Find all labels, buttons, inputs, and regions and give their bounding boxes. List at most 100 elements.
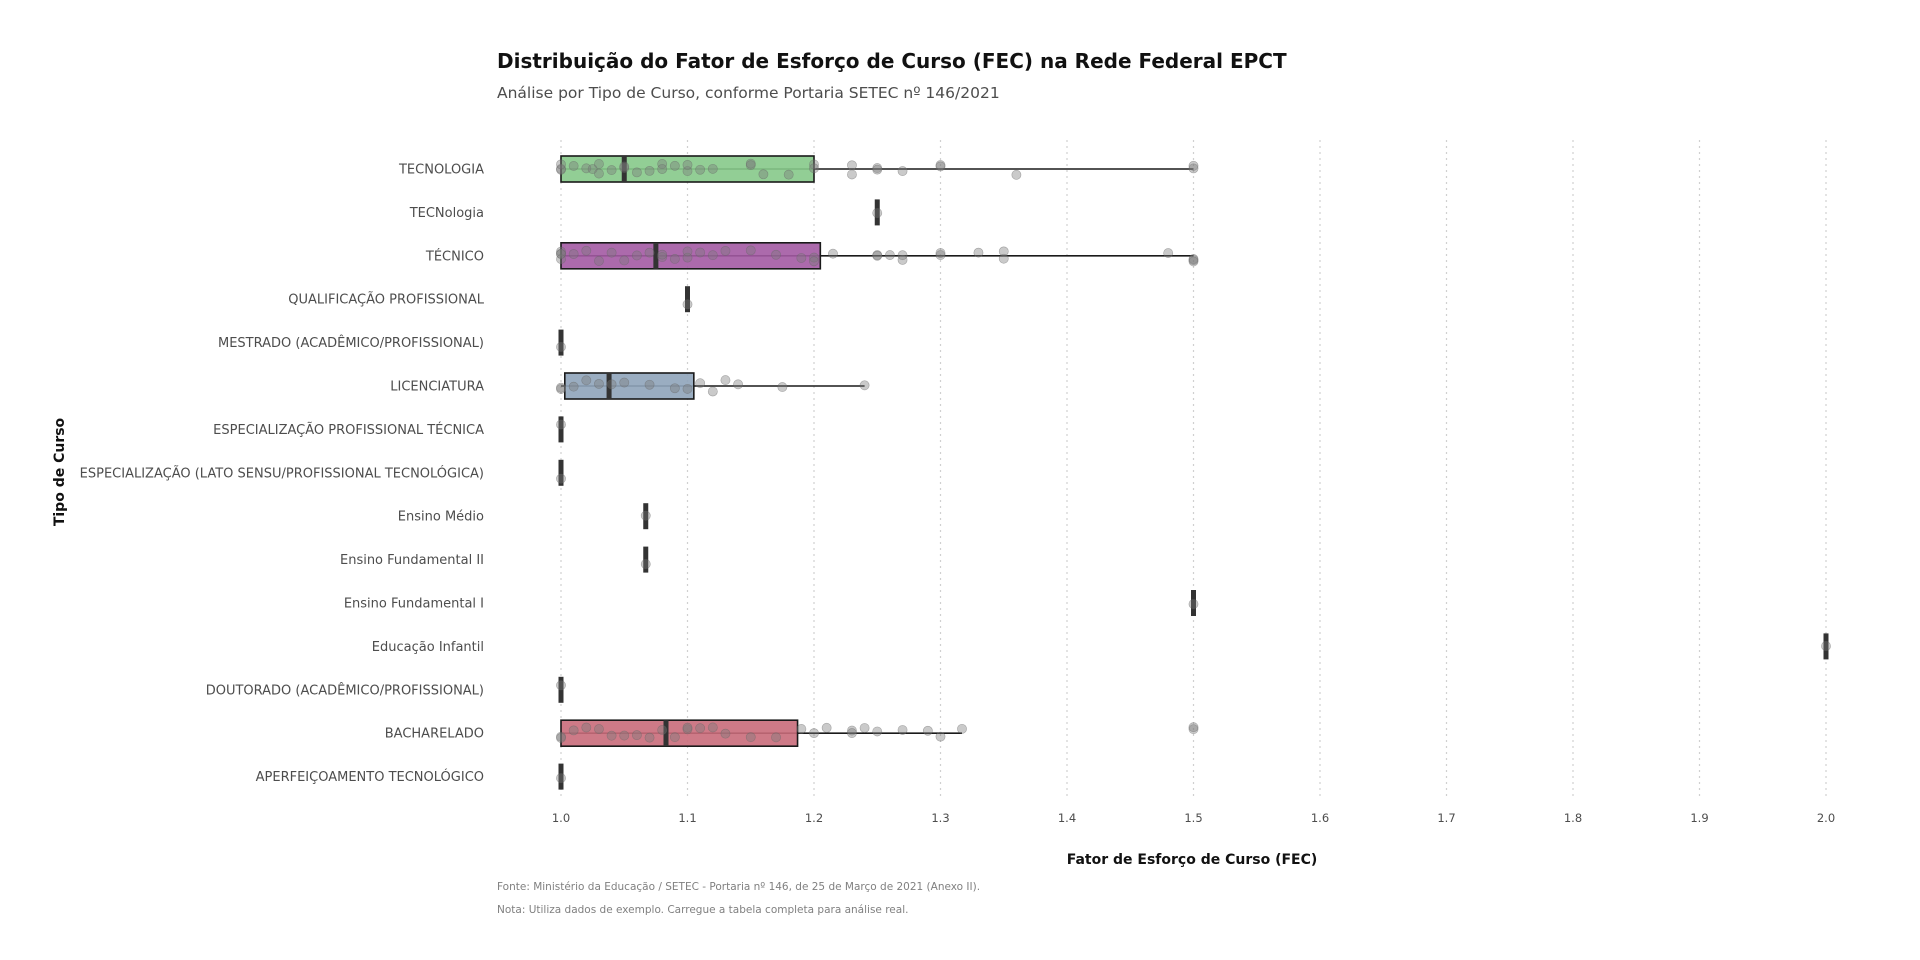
data-point xyxy=(556,159,566,170)
data-point xyxy=(682,246,693,257)
data-point xyxy=(568,161,579,171)
data-point xyxy=(720,728,731,739)
median-marker xyxy=(685,286,690,313)
data-point xyxy=(1188,256,1199,267)
vertical-gridlines xyxy=(560,140,1827,800)
data-point xyxy=(594,159,604,169)
data-point xyxy=(640,559,651,569)
data-point xyxy=(657,725,668,735)
x-tick-label: 1.5 xyxy=(1184,811,1202,825)
category-label: ESPECIALIZAÇÃO PROFISSIONAL TÉCNICA xyxy=(213,422,484,438)
box-educa-o-infantil xyxy=(1823,633,1829,660)
data-point xyxy=(695,378,706,389)
data-point xyxy=(695,247,706,258)
median-marker xyxy=(1823,633,1829,660)
jittered-points xyxy=(556,158,1831,783)
category-label: Ensino Fundamental II xyxy=(340,553,484,568)
median-marker xyxy=(643,503,649,530)
category-label: QUALIFICAÇÃO PROFISSIONAL xyxy=(288,292,484,308)
data-point xyxy=(669,160,680,171)
data-point xyxy=(669,732,680,743)
category-label: TECNologia xyxy=(409,206,484,221)
data-point xyxy=(568,249,579,259)
data-point xyxy=(1188,722,1199,733)
data-point xyxy=(556,342,566,352)
data-point xyxy=(619,255,630,266)
data-point xyxy=(594,724,604,734)
data-point xyxy=(644,379,655,390)
data-point xyxy=(1821,641,1831,651)
data-point xyxy=(644,165,655,176)
caption-source: Fonte: Ministério da Educação / SETEC - … xyxy=(497,881,980,893)
median-marker xyxy=(1191,590,1196,616)
box-ensino-fundamental-i xyxy=(1191,590,1196,616)
category-label: Ensino Médio xyxy=(398,510,484,525)
data-point xyxy=(606,730,617,741)
data-point xyxy=(556,249,566,259)
data-point xyxy=(657,159,668,169)
data-point xyxy=(632,730,642,741)
data-point xyxy=(707,250,718,261)
data-point xyxy=(657,252,668,262)
data-point xyxy=(695,723,706,734)
data-point xyxy=(821,722,832,733)
data-point xyxy=(632,167,642,178)
data-point xyxy=(796,724,807,734)
data-point xyxy=(872,726,883,737)
data-point xyxy=(606,379,617,390)
x-tick-label: 1.7 xyxy=(1437,811,1455,825)
data-point xyxy=(957,723,967,734)
box-licenciatura xyxy=(561,372,865,400)
data-point xyxy=(657,249,668,260)
data-point xyxy=(619,730,630,741)
data-point xyxy=(682,722,693,733)
x-axis-title: Fator de Esforço de Curso (FEC) xyxy=(1067,852,1318,868)
data-point xyxy=(606,247,617,258)
category-label: TÉCNICO xyxy=(425,248,484,264)
category-label: MESTRADO (ACADÊMICO/PROFISSIONAL) xyxy=(218,335,484,351)
data-point xyxy=(777,382,788,392)
data-point xyxy=(809,256,819,267)
median-marker xyxy=(558,459,564,486)
iqr-box xyxy=(560,242,822,270)
data-point xyxy=(619,377,630,388)
median-marker xyxy=(558,416,564,443)
data-point xyxy=(783,169,794,180)
chart-subtitle: Análise por Tipo de Curso, conforme Port… xyxy=(497,84,1000,102)
data-point xyxy=(935,250,946,260)
data-point xyxy=(556,419,566,430)
data-point xyxy=(594,378,604,389)
category-label: TECNOLOGIA xyxy=(398,163,484,178)
category-label: ESPECIALIZAÇÃO (LATO SENSU/PROFISSIONAL … xyxy=(80,465,484,481)
data-point xyxy=(606,165,617,175)
data-point xyxy=(644,732,655,743)
x-tick-label: 2.0 xyxy=(1817,811,1835,825)
data-point xyxy=(897,166,908,176)
x-axis-tick-labels: 1.0 1.1 1.2 1.3 1.4 1.5 1.6 1.7 1.8 1.9 2.0 xyxy=(552,811,1835,825)
data-point xyxy=(1188,599,1199,609)
data-point xyxy=(556,773,566,783)
caption-note: Nota: Utiliza dados de exemplo. Carregue… xyxy=(497,904,908,916)
data-point xyxy=(720,245,731,256)
data-point xyxy=(935,160,946,170)
data-point xyxy=(720,375,731,385)
data-point xyxy=(847,728,857,738)
category-label: Educação Infantil xyxy=(372,640,484,655)
data-point xyxy=(859,723,870,733)
category-label: LICENCIATURA xyxy=(390,380,484,395)
iqr-box xyxy=(563,372,695,400)
data-point xyxy=(758,169,769,180)
data-point xyxy=(682,299,693,310)
data-point xyxy=(771,732,781,743)
data-point xyxy=(998,253,1009,264)
data-point xyxy=(632,250,642,261)
x-tick-label: 1.0 xyxy=(552,811,570,825)
data-point xyxy=(695,164,706,175)
x-tick-label: 1.3 xyxy=(931,811,949,825)
data-point xyxy=(922,725,933,736)
category-label: Ensino Fundamental I xyxy=(344,597,484,612)
data-point xyxy=(556,382,566,393)
data-point xyxy=(771,249,781,260)
category-label: DOUTORADO (ACADÊMICO/PROFISSIONAL) xyxy=(206,682,484,698)
